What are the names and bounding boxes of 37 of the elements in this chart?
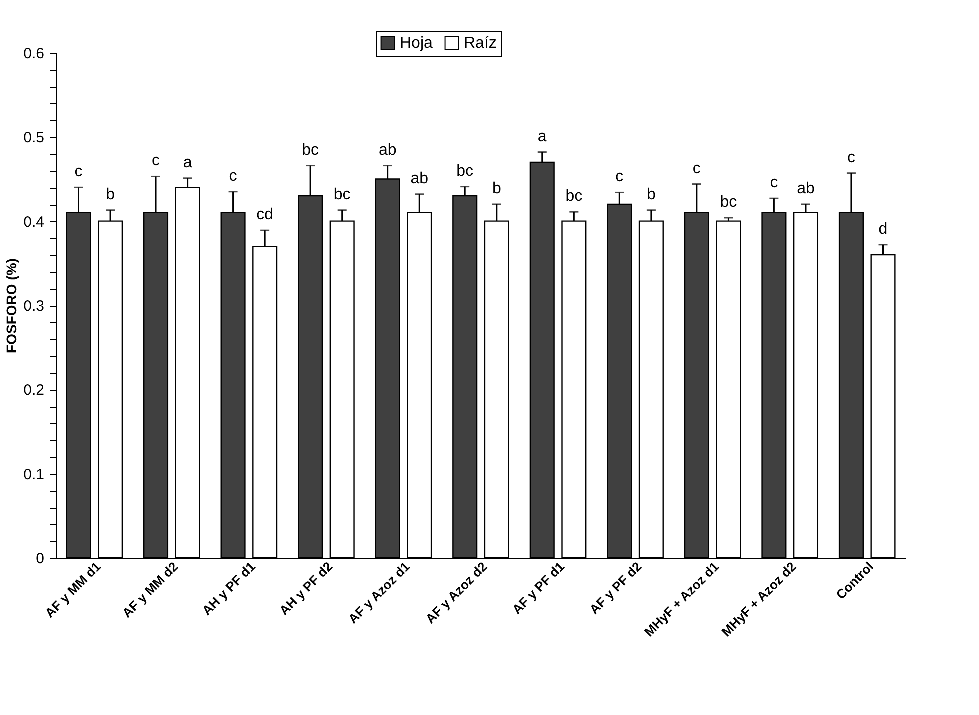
y-axis-title: FOSFORO (%) (4, 258, 20, 354)
data-label: bc (334, 186, 351, 204)
y-tick-label: 0.3 (24, 298, 44, 315)
data-label: b (492, 180, 502, 198)
data-label: c (229, 168, 238, 185)
data-label: c (616, 168, 624, 186)
y-tick-label: 0.4 (24, 214, 44, 231)
y-tick-label: 0.6 (24, 46, 44, 62)
legend-label: Raíz (464, 35, 497, 52)
data-label: bc (456, 162, 474, 180)
y-tick-label: 0.1 (24, 466, 44, 484)
x-tick-label: AH y PF d2 (276, 559, 336, 618)
data-label: ab (797, 180, 815, 198)
x-tick-label: AH y PF d1 (199, 559, 258, 618)
data-label: ab (410, 170, 429, 188)
x-tick-label: AF y PF d2 (586, 559, 645, 618)
data-label: d (878, 220, 888, 238)
data-label: ab (378, 142, 397, 159)
x-tick-label: AF y MM d2 (119, 559, 182, 621)
data-label: bc (720, 194, 738, 211)
data-label: c (74, 164, 83, 181)
data-label: c (847, 149, 856, 166)
data-label: c (770, 174, 778, 192)
x-tick-label: AF y PF d1 (509, 559, 568, 618)
data-label: c (152, 152, 160, 170)
data-label: bc (566, 188, 583, 206)
y-tick-label: 0.5 (24, 130, 44, 147)
data-label: b (106, 186, 116, 204)
data-label: cd (256, 206, 274, 224)
data-label: a (538, 128, 547, 146)
data-label: bc (302, 142, 320, 159)
legend-label: Hoja (400, 35, 434, 52)
y-tick-label: 0.2 (24, 382, 44, 400)
data-label: c (692, 160, 701, 178)
data-label: a (183, 154, 192, 172)
y-tick-label: 0 (36, 550, 44, 568)
data-label: b (646, 186, 656, 204)
